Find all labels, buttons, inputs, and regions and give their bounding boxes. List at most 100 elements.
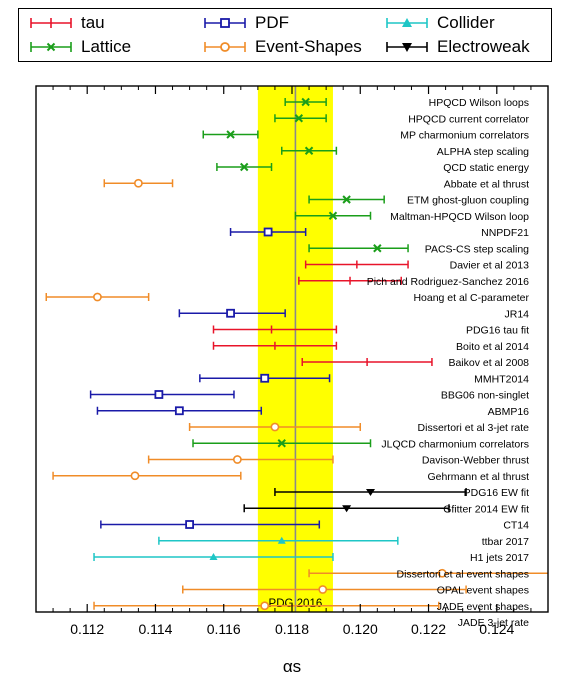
point-bbg06-non-singlet — [89, 390, 235, 399]
row-label-boito-et-al-2014: Boito et al 2014 — [456, 341, 529, 353]
legend-label-pdf: PDF — [255, 13, 289, 32]
point-baikov-et-al-2008 — [301, 358, 433, 366]
xtick-label-0.114: 0.114 — [138, 621, 172, 637]
row-label-pich-and-rodriguez-sanchez-2016: Pich and Rodriguez-Sanchez 2016 — [367, 276, 529, 288]
point-opal-event-shapes-marker — [318, 585, 328, 594]
row-label-ttbar-2017: ttbar 2017 — [482, 536, 529, 548]
point-abbate-et-al-thrust — [103, 178, 174, 188]
point-h1-jets-2017 — [93, 553, 334, 561]
point-jr14 — [178, 308, 286, 318]
point-pdg16-tau-fit — [212, 325, 338, 334]
row-label-ct14: CT14 — [503, 520, 529, 532]
row-label-maltman-hpqcd-wilson-loop: Maltman-HPQCD Wilson loop — [390, 211, 529, 223]
point-jr14-marker — [226, 308, 235, 318]
chart-legend: tau Lattice PDF Event-Shapes — [18, 8, 552, 62]
row-label-hpqcd-current-correlator: HPQCD current correlator — [408, 113, 529, 125]
point-abbate-et-al-thrust-marker — [133, 178, 143, 188]
point-nnpdf21-marker — [263, 227, 273, 237]
point-ttbar-2017 — [158, 536, 399, 545]
legend-item-lattice: Lattice — [29, 37, 131, 57]
point-dissertori-et-al-event-shapes — [308, 568, 548, 578]
legend-label-event-shapes: Event-Shapes — [255, 37, 362, 56]
point-mmht2014-marker — [260, 373, 270, 383]
row-label-jlqcd-charmonium-correlators: JLQCD charmonium correlators — [381, 438, 529, 450]
point-jlqcd-charmonium-correlators — [192, 439, 372, 448]
row-label-abbate-et-al-thrust: Abbate et al thrust — [444, 178, 529, 190]
point-pdg16-ew-fit — [274, 488, 467, 496]
point-hpqcd-current-correlator — [274, 114, 327, 123]
row-label-etm-ghost-gluon-coupling: ETM ghost-gluon coupling — [407, 195, 529, 207]
point-davison-webber-thrust — [147, 455, 334, 464]
point-gehrmann-et-al-thrust — [52, 471, 242, 481]
point-hpqcd-wilson-loops — [284, 97, 327, 107]
point-jade-event-shapes — [93, 601, 440, 611]
row-label-h1-jets-2017: H1 jets 2017 — [470, 552, 529, 564]
row-label-davier-et-al-2013: Davier et al 2013 — [450, 260, 530, 272]
row-label-jade-event-shapes: JADE event shapes — [437, 601, 529, 613]
point-abmp16-marker — [174, 406, 184, 416]
point-dissertori-et-al-3-jet-rate — [188, 422, 362, 432]
legend-marker-tau — [30, 18, 72, 28]
legend-label-electroweak: Electroweak — [437, 37, 530, 56]
xtick-label-0.116: 0.116 — [207, 621, 241, 637]
point-ttbar-2017-marker — [277, 536, 286, 544]
row-label-dissertori-et-al-3-jet-rate: Dissertori et al 3-jet rate — [418, 422, 530, 434]
legend-marker-lattice — [30, 42, 72, 52]
point-mp-charmonium-correlators-marker — [226, 130, 235, 139]
legend-marker-collider — [386, 18, 428, 28]
point-hoang-et-al-c-parameter-marker — [93, 292, 102, 302]
point-jlqcd-charmonium-correlators-marker — [277, 439, 286, 448]
row-labels-layer: HPQCD Wilson loops HPQCD current correlat… — [367, 97, 530, 629]
point-dissertori-et-al-event-shapes-marker — [437, 568, 447, 578]
legend-marker-event-shapes — [204, 42, 246, 52]
point-etm-ghost-gluon-coupling — [308, 195, 385, 204]
row-label-hoang-et-al-c-parameter: Hoang et al C-parameter — [413, 292, 529, 304]
point-davier-et-al-2013 — [304, 260, 409, 269]
x-axis-title: αs — [283, 657, 301, 676]
point-dissertori-et-al-3-jet-rate-marker — [270, 422, 280, 432]
point-qcd-static-energy-marker — [240, 162, 249, 172]
xtick-label-0.118: 0.118 — [275, 621, 309, 637]
point-bbg06-non-singlet-marker — [154, 390, 164, 399]
legend-label-lattice: Lattice — [81, 37, 132, 56]
row-label-pacs-cs-step-scaling: PACS-CS step scaling — [425, 243, 529, 255]
point-alpha-step-scaling — [281, 146, 338, 155]
point-pacs-cs-step-scaling-marker — [373, 244, 382, 253]
legend-marker-pdf — [204, 18, 246, 28]
point-jade-event-shapes-marker — [260, 601, 270, 611]
row-label-baikov-et-al-2008: Baikov et al 2008 — [448, 357, 529, 369]
xtick-label-0.122: 0.122 — [411, 621, 446, 637]
xtick-label-0.120: 0.120 — [343, 621, 378, 637]
legend-item-collider: Collider — [385, 13, 495, 33]
point-maltman-hpqcd-wilson-loop-marker — [328, 211, 338, 220]
legend-item-event-shapes: Event-Shapes — [203, 37, 362, 57]
point-opal-event-shapes — [182, 585, 467, 594]
legend-item-pdf: PDF — [203, 13, 289, 33]
point-boito-et-al-2014 — [212, 341, 338, 350]
xtick-label-0.124: 0.124 — [479, 621, 514, 637]
point-pdg16-ew-fit-marker — [366, 489, 376, 496]
point-abmp16 — [96, 406, 263, 416]
row-label-dissertori-et-al-event-shapes: Dissertori et al event shapes — [397, 568, 529, 580]
legend-label-collider: Collider — [437, 13, 495, 32]
row-label-mp-charmonium-correlators: MP charmonium correlators — [400, 130, 529, 142]
row-label-gehrmann-et-al-thrust: Gehrmann et al thrust — [427, 471, 529, 483]
pdg-band-label: PDG 2016 — [269, 598, 323, 610]
axes-layer: 0.112 0.114 0.116 0.118 0.120 0.122 0.124 αs — [35, 85, 549, 676]
row-label-pdg16-tau-fit: PDG16 tau fit — [466, 325, 529, 337]
row-label-alpha-step-scaling: ALPHA step scaling — [437, 146, 529, 158]
row-label-jr14: JR14 — [504, 308, 529, 320]
point-alpha-step-scaling-marker — [304, 146, 314, 155]
point-hoang-et-al-c-parameter — [45, 292, 150, 302]
row-label-jade-3-jet-rate: JADE 3-jet rate — [458, 617, 529, 629]
row-label-qcd-static-energy: QCD static energy — [443, 162, 530, 174]
point-gfitter-2014-ew-fit-marker — [342, 505, 352, 513]
point-hpqcd-wilson-loops-marker — [301, 97, 310, 107]
point-mmht2014 — [199, 373, 331, 383]
row-label-abmp16: ABMP16 — [488, 406, 530, 418]
point-ct14-marker — [185, 520, 195, 529]
pdg-band-layer: PDG 2016 — [257, 86, 333, 612]
measurements-layer — [45, 97, 548, 611]
point-pacs-cs-step-scaling — [308, 244, 409, 253]
